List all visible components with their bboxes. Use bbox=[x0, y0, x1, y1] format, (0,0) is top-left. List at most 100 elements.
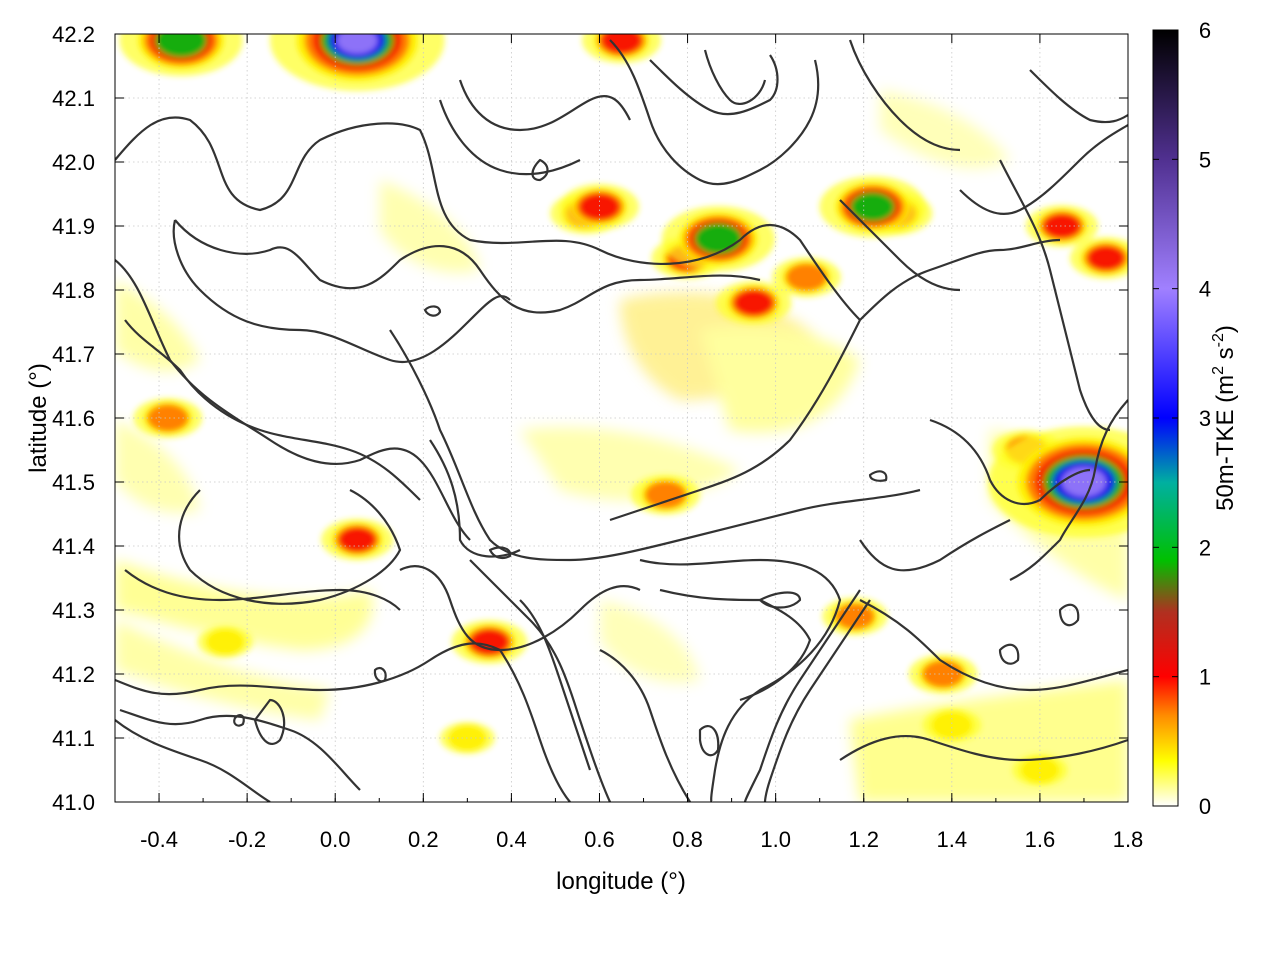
contour-line bbox=[859, 599, 1128, 692]
tke-hotspot bbox=[1020, 757, 1060, 783]
colorbar-tick-label: 5 bbox=[1199, 147, 1211, 172]
tke-field bbox=[115, 34, 1128, 802]
contour-line bbox=[859, 519, 1011, 572]
contour-line bbox=[531, 158, 549, 182]
x-tick-label: 1.2 bbox=[848, 827, 879, 852]
tke-hotspot bbox=[155, 34, 207, 58]
colorbar-ticks: 0 1 2 3 4 5 6 bbox=[1153, 18, 1211, 819]
y-tick-label: 41.1 bbox=[52, 726, 95, 751]
contour-line bbox=[703, 49, 767, 105]
contour-line bbox=[839, 199, 961, 292]
x-tick-label: 1.4 bbox=[937, 827, 968, 852]
colorbar-label-end: ) bbox=[1212, 325, 1239, 333]
terrain-contours bbox=[115, 39, 1128, 802]
contour-line bbox=[438, 99, 581, 176]
tke-hotspot bbox=[601, 34, 642, 54]
x-tick-label: 0.4 bbox=[496, 827, 527, 852]
contour-line bbox=[172, 219, 511, 363]
y-axis-ticks: 41.0 41.1 41.2 41.3 41.4 41.5 41.6 41.7 41.8 41.9… bbox=[52, 22, 1128, 815]
contour-line bbox=[743, 589, 861, 802]
tke-hotspot bbox=[785, 263, 828, 292]
colorbar-label-mid: s bbox=[1212, 347, 1239, 366]
x-tick-label: 0.0 bbox=[320, 827, 351, 852]
contour-line bbox=[639, 558, 842, 802]
contour-line bbox=[609, 319, 861, 522]
x-tick-label: 1.6 bbox=[1025, 827, 1056, 852]
colorbar-tick-label: 0 bbox=[1199, 794, 1211, 819]
contour-line bbox=[1029, 69, 1128, 124]
contour-line bbox=[499, 649, 571, 802]
contour-line bbox=[763, 599, 871, 802]
contour-line bbox=[929, 418, 1091, 505]
contour-line bbox=[959, 124, 1128, 215]
contour-line bbox=[659, 588, 812, 702]
tke-hotspot bbox=[336, 34, 378, 54]
contour-line bbox=[115, 116, 861, 321]
contour-line bbox=[609, 39, 820, 186]
contour-line bbox=[488, 546, 512, 560]
x-tick-label: 1.8 bbox=[1113, 827, 1144, 852]
colorbar-tick-label: 2 bbox=[1199, 535, 1211, 560]
tke-hotspot bbox=[694, 223, 743, 255]
x-tick-label: -0.2 bbox=[228, 827, 266, 852]
x-tick-label: 1.0 bbox=[760, 827, 791, 852]
contour-line bbox=[124, 319, 421, 501]
contour-line bbox=[519, 599, 592, 771]
colorbar-tick-label: 6 bbox=[1199, 18, 1211, 43]
colorbar-tick-label: 3 bbox=[1199, 406, 1211, 431]
contour-line bbox=[119, 708, 361, 791]
tke-hotspot bbox=[644, 480, 687, 509]
y-tick-label: 41.9 bbox=[52, 214, 95, 239]
contour-line bbox=[115, 642, 501, 696]
x-tick-label: 0.6 bbox=[584, 827, 615, 852]
tke-hotspot bbox=[1043, 213, 1081, 239]
tke-hotspot bbox=[205, 629, 245, 655]
y-tick-label: 42.2 bbox=[52, 22, 95, 47]
y-tick-label: 41.2 bbox=[52, 662, 95, 687]
contour-line bbox=[174, 219, 761, 314]
y-tick-label: 41.0 bbox=[52, 790, 95, 815]
y-tick-label: 41.4 bbox=[52, 534, 95, 559]
x-tick-label: 0.8 bbox=[672, 827, 703, 852]
contour-line bbox=[469, 559, 612, 802]
y-tick-label: 41.6 bbox=[52, 406, 95, 431]
tke-hotspot bbox=[931, 711, 973, 739]
contour-line bbox=[998, 643, 1020, 665]
y-axis-label: latitude (°) bbox=[25, 363, 52, 473]
y-tick-label: 41.5 bbox=[52, 470, 95, 495]
contour-line bbox=[1009, 399, 1128, 581]
contour-line bbox=[389, 329, 921, 562]
contour-line bbox=[115, 719, 271, 802]
colorbar-label: 50m-TKE (m2 s-2) bbox=[1210, 325, 1239, 511]
contour-line bbox=[839, 735, 1128, 762]
tke-hotspot bbox=[579, 193, 620, 221]
tke-hotspot bbox=[147, 404, 189, 432]
contour-line bbox=[868, 470, 888, 482]
colorbar-tick-label: 1 bbox=[1199, 665, 1211, 690]
contour-line bbox=[999, 159, 1111, 432]
y-tick-label: 42.1 bbox=[52, 86, 95, 111]
y-tick-label: 41.8 bbox=[52, 278, 95, 303]
y-tick-label: 41.3 bbox=[52, 598, 95, 623]
colorbar-label-main: 50m-TKE (m bbox=[1212, 375, 1239, 511]
x-axis-ticks: -0.4 -0.2 0.0 0.2 0.4 0.6 0.8 1.0 1.2 1.4 1.6 1.8 bbox=[114, 34, 1144, 852]
contour-line bbox=[253, 698, 286, 745]
contour-line bbox=[848, 39, 961, 152]
contour-line bbox=[859, 238, 1061, 321]
x-tick-label: -0.4 bbox=[140, 827, 178, 852]
contour-line bbox=[649, 54, 779, 116]
y-tick-label: 41.7 bbox=[52, 342, 95, 367]
contour-line bbox=[178, 489, 402, 605]
grid bbox=[115, 33, 1129, 803]
tke-hotspots bbox=[119, 34, 1128, 786]
tke-hotspot bbox=[850, 191, 895, 222]
colorbar-label-sup2: -2 bbox=[1210, 333, 1227, 347]
colorbar-label-sup1: 2 bbox=[1210, 366, 1227, 375]
x-tick-label: 0.2 bbox=[408, 827, 439, 852]
tke-hotspot bbox=[734, 289, 773, 316]
contour-line bbox=[373, 666, 387, 683]
tke-hotspot bbox=[338, 527, 376, 552]
contour-line bbox=[115, 259, 471, 541]
contour-line bbox=[233, 714, 245, 727]
